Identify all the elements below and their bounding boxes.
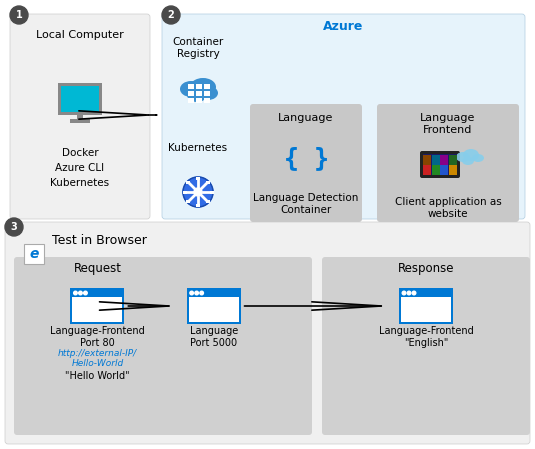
Bar bbox=[399, 288, 453, 324]
Bar bbox=[58, 83, 102, 115]
Bar bbox=[196, 91, 202, 96]
Circle shape bbox=[83, 291, 87, 295]
Text: e: e bbox=[29, 247, 39, 261]
Bar bbox=[448, 165, 456, 175]
Bar bbox=[188, 84, 194, 89]
Ellipse shape bbox=[190, 78, 216, 96]
Bar bbox=[210, 190, 213, 194]
Bar bbox=[182, 190, 187, 194]
Bar bbox=[204, 84, 210, 89]
Text: Azure: Azure bbox=[323, 20, 364, 33]
Text: Response: Response bbox=[398, 262, 454, 275]
Bar bbox=[205, 181, 210, 184]
FancyBboxPatch shape bbox=[250, 104, 362, 222]
Bar bbox=[196, 84, 202, 89]
Bar bbox=[423, 165, 431, 175]
Text: Request: Request bbox=[73, 262, 121, 275]
Text: 1: 1 bbox=[16, 10, 22, 20]
Bar bbox=[448, 155, 456, 165]
Ellipse shape bbox=[462, 157, 474, 165]
Text: Local Computer: Local Computer bbox=[36, 30, 124, 40]
Ellipse shape bbox=[456, 152, 470, 162]
Circle shape bbox=[407, 291, 411, 295]
FancyBboxPatch shape bbox=[377, 104, 519, 222]
Text: Language Detection
Container: Language Detection Container bbox=[253, 193, 358, 215]
Text: Language
Frontend: Language Frontend bbox=[421, 113, 476, 135]
Bar bbox=[71, 288, 125, 324]
Bar bbox=[189, 297, 239, 322]
Text: Client application as
website: Client application as website bbox=[395, 197, 501, 219]
Ellipse shape bbox=[472, 154, 484, 162]
Text: Language-Frontend
"English": Language-Frontend "English" bbox=[379, 326, 473, 348]
Ellipse shape bbox=[180, 81, 202, 97]
Circle shape bbox=[194, 188, 202, 196]
FancyBboxPatch shape bbox=[5, 222, 530, 444]
Bar bbox=[187, 200, 190, 203]
Text: Language: Language bbox=[278, 113, 334, 123]
FancyBboxPatch shape bbox=[420, 151, 460, 178]
Bar bbox=[432, 155, 439, 165]
Bar bbox=[423, 154, 457, 175]
Circle shape bbox=[183, 177, 213, 207]
Circle shape bbox=[162, 6, 180, 24]
Circle shape bbox=[74, 291, 77, 295]
Text: Kubernetes: Kubernetes bbox=[169, 143, 227, 153]
Bar bbox=[188, 91, 194, 96]
Bar bbox=[70, 119, 90, 123]
Text: Test in Browser: Test in Browser bbox=[52, 234, 147, 247]
Text: http://external-IP/
Hello-World: http://external-IP/ Hello-World bbox=[58, 349, 137, 368]
Bar bbox=[196, 98, 202, 103]
Bar bbox=[440, 165, 448, 175]
Bar bbox=[204, 98, 210, 103]
Ellipse shape bbox=[463, 149, 479, 161]
Text: { }: { } bbox=[284, 146, 328, 170]
Text: Language
Port 5000: Language Port 5000 bbox=[189, 326, 238, 348]
Bar bbox=[188, 98, 194, 103]
Bar bbox=[196, 204, 200, 207]
Ellipse shape bbox=[187, 88, 207, 102]
Text: Docker
Azure CLI
Kubernetes: Docker Azure CLI Kubernetes bbox=[50, 148, 110, 188]
Circle shape bbox=[195, 291, 198, 295]
Circle shape bbox=[200, 291, 203, 295]
Bar bbox=[401, 297, 451, 322]
FancyBboxPatch shape bbox=[162, 14, 525, 219]
FancyBboxPatch shape bbox=[322, 257, 530, 435]
Bar bbox=[204, 91, 210, 96]
Text: Container
Registry: Container Registry bbox=[172, 37, 224, 59]
FancyBboxPatch shape bbox=[10, 14, 150, 219]
Text: "Hello World": "Hello World" bbox=[65, 371, 130, 381]
Text: 3: 3 bbox=[11, 222, 17, 232]
Bar bbox=[205, 200, 210, 203]
Circle shape bbox=[190, 291, 194, 295]
Bar bbox=[187, 181, 190, 184]
Circle shape bbox=[402, 291, 406, 295]
Bar bbox=[61, 86, 99, 112]
Bar bbox=[423, 155, 431, 165]
Bar bbox=[72, 297, 123, 322]
Bar bbox=[440, 155, 448, 165]
Bar bbox=[24, 244, 44, 264]
Text: 2: 2 bbox=[167, 10, 174, 20]
Bar bbox=[187, 288, 241, 324]
Circle shape bbox=[412, 291, 416, 295]
FancyBboxPatch shape bbox=[14, 257, 312, 435]
Circle shape bbox=[10, 6, 28, 24]
Bar bbox=[432, 165, 439, 175]
Bar bbox=[196, 177, 200, 180]
Circle shape bbox=[5, 218, 23, 236]
Text: Language-Frontend
Port 80: Language-Frontend Port 80 bbox=[50, 326, 145, 348]
Ellipse shape bbox=[198, 86, 218, 100]
Bar bbox=[77, 114, 83, 120]
Circle shape bbox=[79, 291, 82, 295]
